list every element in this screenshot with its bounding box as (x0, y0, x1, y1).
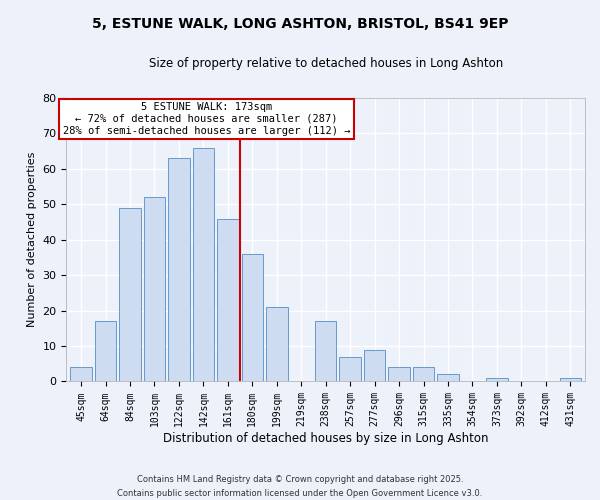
Bar (413, 368, 434, 382)
Bar (70, 368, 92, 382)
Bar (217, 218, 239, 382)
Title: Size of property relative to detached houses in Long Ashton: Size of property relative to detached ho… (149, 58, 503, 70)
Bar (168, 158, 190, 382)
Bar (560, 378, 581, 382)
Bar (486, 378, 508, 382)
Bar (193, 148, 214, 382)
Y-axis label: Number of detached properties: Number of detached properties (27, 152, 37, 328)
Bar (315, 321, 337, 382)
Text: 5, ESTUNE WALK, LONG ASHTON, BRISTOL, BS41 9EP: 5, ESTUNE WALK, LONG ASHTON, BRISTOL, BS… (92, 18, 508, 32)
Bar (119, 208, 141, 382)
X-axis label: Distribution of detached houses by size in Long Ashton: Distribution of detached houses by size … (163, 432, 488, 445)
Bar (95, 321, 116, 382)
Bar (242, 254, 263, 382)
Bar (437, 374, 459, 382)
Text: Contains HM Land Registry data © Crown copyright and database right 2025.
Contai: Contains HM Land Registry data © Crown c… (118, 476, 482, 498)
Bar (388, 368, 410, 382)
Bar (144, 198, 165, 382)
Text: 5 ESTUNE WALK: 173sqm
← 72% of detached houses are smaller (287)
28% of semi-det: 5 ESTUNE WALK: 173sqm ← 72% of detached … (62, 102, 350, 136)
Bar (340, 356, 361, 382)
Bar (266, 307, 287, 382)
Bar (364, 350, 385, 382)
